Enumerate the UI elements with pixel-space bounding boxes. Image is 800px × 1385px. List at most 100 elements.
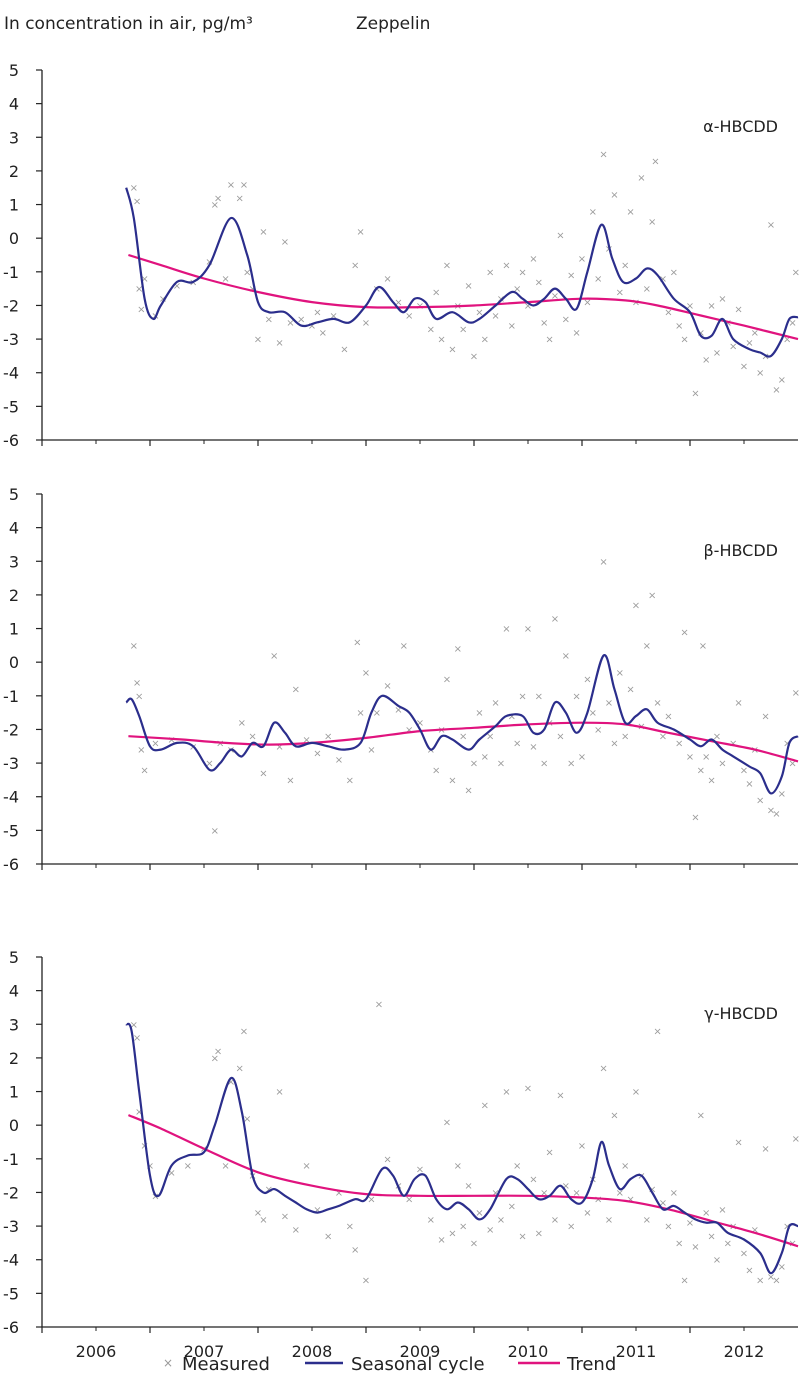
- panel-1-measured-point: ×: [275, 338, 283, 349]
- panel-2-measured-point: ×: [718, 759, 726, 770]
- panel-1-measured-point: ×: [259, 227, 267, 238]
- panel-1-measured-point: ×: [159, 294, 167, 305]
- panel-1-measured-point: ×: [362, 318, 370, 329]
- panel-3-y-tick-label: -1: [3, 1150, 19, 1169]
- x-year-label: 2010: [508, 1342, 549, 1361]
- panel-1-measured-point: ×: [308, 321, 316, 332]
- panel-3-measured-point: ×: [545, 1148, 553, 1159]
- panel-2-measured-point: ×: [405, 725, 413, 736]
- panel-2-measured-point: ×: [626, 685, 634, 696]
- panel-2-measured-point: ×: [772, 809, 780, 820]
- panel-2-measured-point: ×: [130, 641, 138, 652]
- panel-3-measured-point: ×: [508, 1201, 516, 1212]
- panel-3-measured-point: ×: [691, 1242, 699, 1253]
- panel-3-measured-point: ×: [680, 1275, 688, 1286]
- panel-1-measured-point: ×: [616, 288, 624, 299]
- panel-2-measured-point: ×: [664, 712, 672, 723]
- panel-1-measured-point: ×: [240, 180, 248, 191]
- panel-2-measured-point: ×: [632, 601, 640, 612]
- panel-1-measured-point: ×: [659, 274, 667, 285]
- panel-2-measured-point: ×: [508, 712, 516, 723]
- x-year-label: 2007: [184, 1342, 225, 1361]
- panel-1-y-tick-label: 2: [9, 162, 19, 181]
- panel-1-measured-point: ×: [427, 325, 435, 336]
- panel-2-measured-point: ×: [567, 759, 575, 770]
- panel-2-measured-point: ×: [675, 738, 683, 749]
- panel-3-measured-point: ×: [562, 1181, 570, 1192]
- panel-3-measured-point: ×: [443, 1117, 451, 1128]
- panel-2-measured-point: ×: [270, 651, 278, 662]
- panel-1-measured-point: ×: [464, 281, 472, 292]
- x-year-label: 2009: [400, 1342, 441, 1361]
- panel-1-y-tick-label: -3: [3, 330, 19, 349]
- panel-1-measured-point: ×: [340, 345, 348, 356]
- panel-2-measured-point: ×: [713, 732, 721, 743]
- panel-1-measured-point: ×: [551, 291, 559, 302]
- panel-3-measured-point: ×: [529, 1175, 537, 1186]
- panel-3-measured-point: ×: [524, 1084, 532, 1095]
- panel-2-measured-point: ×: [459, 732, 467, 743]
- panel-1-measured-point: ×: [680, 335, 688, 346]
- panel-3-y-tick-label: 4: [9, 982, 19, 1001]
- panel-3-measured-point: ×: [351, 1245, 359, 1256]
- panel-1-measured-point: ×: [562, 314, 570, 325]
- panel-2-measured-point: ×: [432, 765, 440, 776]
- panel-2-measured-point: ×: [313, 749, 321, 760]
- panel-2-measured-point: ×: [659, 732, 667, 743]
- panel-2-y-tick-label: 4: [9, 519, 19, 538]
- panel-2-measured-point: ×: [443, 675, 451, 686]
- panel-2-y-tick-label: 0: [9, 653, 19, 672]
- panel-3-measured-point: ×: [772, 1275, 780, 1286]
- panel-1-measured-point: ×: [508, 321, 516, 332]
- panel-1-measured-point: ×: [297, 314, 305, 325]
- panel-1-measured-point: ×: [756, 368, 764, 379]
- panel-2-measured-point: ×: [792, 688, 800, 699]
- panel-2-measured-point: ×: [610, 738, 618, 749]
- panel-3-measured-point: ×: [718, 1205, 726, 1216]
- panel-3-measured-point: ×: [734, 1138, 742, 1149]
- panel-2-y-tick-label: -2: [3, 720, 19, 739]
- panel-2-measured-point: ×: [699, 641, 707, 652]
- panel-3-measured-point: ×: [740, 1249, 748, 1260]
- panel-3-seasonal-cycle-line: [125, 1022, 799, 1275]
- panel-2-measured-point: ×: [259, 769, 267, 780]
- panel-3-y-tick-label: 3: [9, 1015, 19, 1034]
- panel-1-measured-point: ×: [470, 351, 478, 362]
- panel-1-y-tick-label: -5: [3, 397, 19, 416]
- panel-3-measured-point: ×: [221, 1161, 229, 1172]
- panel-2-measured-point: ×: [524, 624, 532, 635]
- panel-2-y-tick-label: 2: [9, 586, 19, 605]
- panel-1-measured-point: ×: [313, 308, 321, 319]
- panel-3-measured-point: ×: [551, 1215, 559, 1226]
- panel-2-measured-point: ×: [356, 708, 364, 719]
- panel-1-measured-point: ×: [740, 362, 748, 373]
- panel-1-measured-point: ×: [761, 351, 769, 362]
- x-year-label: 2006: [76, 1342, 117, 1361]
- panel-3-y-tick-label: -4: [3, 1251, 19, 1270]
- panel-1-measured-point: ×: [707, 301, 715, 312]
- panel-2-trend-line: [128, 721, 799, 763]
- panel-1-measured-point: ×: [351, 261, 359, 272]
- panel-1-measured-point: ×: [567, 271, 575, 282]
- panel-2-measured-point: ×: [551, 614, 559, 625]
- panel-2-measured-point: ×: [346, 775, 354, 786]
- panel-3-measured-point: ×: [745, 1265, 753, 1276]
- panel-1-measured-point: ×: [751, 328, 759, 339]
- panel-3-measured-point: ×: [724, 1238, 732, 1249]
- panel-1-measured-point: ×: [205, 257, 213, 268]
- panel-2-measured-point: ×: [783, 738, 791, 749]
- panel-2-measured-point: ×: [697, 765, 705, 776]
- panel-3-measured-point: ×: [653, 1027, 661, 1038]
- panel-1-measured-point: ×: [475, 308, 483, 319]
- panel-1-measured-point: ×: [383, 274, 391, 285]
- panel-3-measured-point: ×: [448, 1228, 456, 1239]
- panel-3-measured-point: ×: [513, 1161, 521, 1172]
- panel-2-measured-point: ×: [605, 698, 613, 709]
- panel-1-measured-point: ×: [394, 298, 402, 309]
- panel-3-measured-point: ×: [761, 1144, 769, 1155]
- panel-3-measured-point: ×: [481, 1101, 489, 1112]
- panel-1-measured-point: ×: [405, 311, 413, 322]
- panel-2-measured-point: ×: [211, 826, 219, 837]
- panel-3-measured-point: ×: [362, 1275, 370, 1286]
